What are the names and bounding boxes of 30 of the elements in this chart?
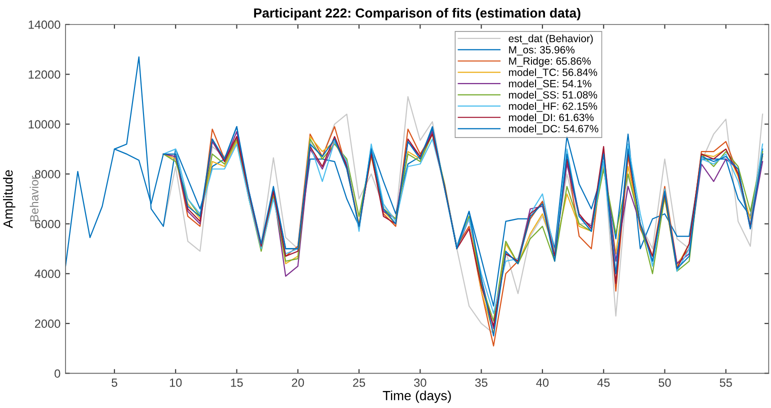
x-tick-label: 45 xyxy=(597,378,610,387)
legend-label: est_dat (Behavior) xyxy=(508,34,593,44)
y-tick-label: 0 xyxy=(54,369,60,378)
y-axis-title: Amplitude xyxy=(3,170,16,228)
legend-label: model_SS: 51.08% xyxy=(509,90,598,101)
y-tick-label: 10000 xyxy=(28,120,60,129)
legend-label: model_DI: 61.63% xyxy=(509,113,594,124)
legend-label: model_DC: 54.67% xyxy=(509,124,598,134)
x-tick-label: 15 xyxy=(231,378,243,387)
x-tick-label: 25 xyxy=(353,378,366,387)
x-tick-label: 55 xyxy=(720,378,732,387)
x-tick-label: 20 xyxy=(292,378,304,387)
legend-label: M_Ridge: 65.86% xyxy=(509,57,591,67)
chart-title: Participant 222: Comparison of fits (estimation data) xyxy=(254,8,580,20)
y-tick-label: 4000 xyxy=(34,270,60,278)
x-tick-label: 5 xyxy=(112,378,118,387)
y-tick-label: 12000 xyxy=(28,70,60,79)
y-tick-label: 14000 xyxy=(28,20,60,29)
y-tick-label: 6000 xyxy=(35,220,60,228)
x-tick-label: 10 xyxy=(170,378,182,387)
legend-label: model_TC: 56.84% xyxy=(509,68,598,78)
x-axis-title: Time (days) xyxy=(382,390,451,403)
x-tick-label: 50 xyxy=(658,378,671,387)
legend-label: M_os: 35.96% xyxy=(509,46,575,56)
legend-label: model_SE: 54.1% xyxy=(509,80,592,90)
legend-label: model_HF: 62.15% xyxy=(509,102,598,112)
x-tick-label: 35 xyxy=(475,378,488,387)
x-tick-label: 40 xyxy=(536,378,549,387)
y-tick-label: 2000 xyxy=(35,320,60,328)
x-tick-label: 30 xyxy=(414,378,426,387)
